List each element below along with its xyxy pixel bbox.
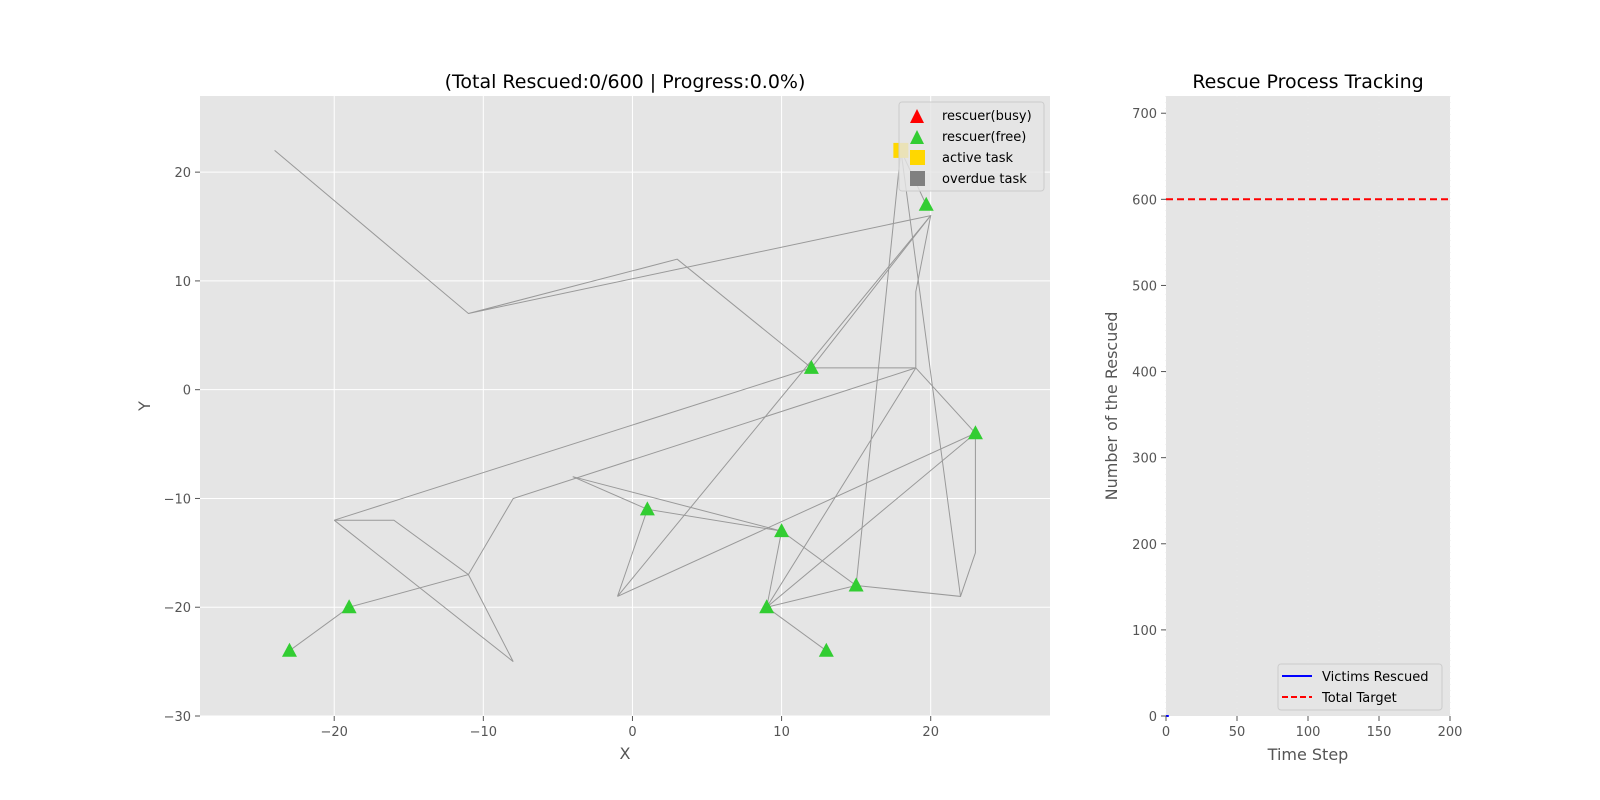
route-path — [289, 367, 916, 652]
map-title: (Total Rescued:0/600 | Progress:0.0%) — [445, 71, 806, 93]
rescuer-free-marker — [341, 599, 357, 614]
tracking-x-axis-label: Time Step — [1267, 745, 1349, 764]
rescuer-free-marker — [803, 359, 819, 374]
tracking-x-tick-label: 200 — [1438, 725, 1463, 740]
map-x-tick-label: −10 — [470, 725, 497, 740]
legend-entry-free: rescuer(free) — [910, 130, 1026, 145]
tracking-y-tick-label: 600 — [1132, 193, 1157, 208]
tracking-y-tick-label: 400 — [1132, 366, 1157, 381]
legend-label-victims-rescued: Victims Rescued — [1322, 670, 1429, 685]
map-x-tick-label: 20 — [922, 725, 939, 740]
map-y-tick-label: −30 — [164, 710, 191, 725]
legend-label-overdue: overdue task — [942, 172, 1027, 187]
tracking-y-ticks: 0 100 200 300 400 500 600 700 — [1132, 107, 1166, 725]
tracking-x-tick-label: 0 — [1162, 725, 1170, 740]
rescuer-free-marker — [759, 599, 775, 614]
map-y-tick-label: 20 — [174, 166, 191, 181]
map-legend-box — [898, 101, 1045, 192]
map-chart: −20 −10 0 10 20 −30 −20 −10 0 10 20 (Total Rescue… — [135, 71, 1050, 763]
tracking-y-tick-label: 0 — [1149, 710, 1157, 725]
tracking-x-tick-label: 100 — [1296, 725, 1321, 740]
tracking-y-tick-label: 500 — [1132, 279, 1157, 294]
tracking-x-tick-label: 150 — [1367, 725, 1392, 740]
rescuer-free-marker — [848, 577, 864, 592]
map-y-tick-label: −10 — [164, 492, 191, 507]
tracking-x-ticks: 0 50 100 150 200 — [1162, 716, 1463, 740]
tracking-grid — [1165, 96, 1451, 716]
legend-yellow-square-icon — [910, 150, 925, 165]
tracking-y-tick-label: 100 — [1132, 624, 1157, 639]
tracking-y-axis-label: Number of the Rescued — [1102, 312, 1121, 501]
tracking-legend-box — [1277, 663, 1443, 711]
map-y-ticks: −30 −20 −10 0 10 20 — [164, 166, 200, 725]
legend-green-triangle-icon — [910, 130, 924, 144]
legend-entry-overdue: overdue task — [910, 171, 1027, 187]
map-y-tick-label: −20 — [164, 601, 191, 616]
tracking-x-tick-label: 50 — [1229, 725, 1246, 740]
tracking-y-tick-label: 200 — [1132, 538, 1157, 553]
route-path — [765, 367, 977, 652]
map-y-tick-label: 10 — [174, 275, 191, 290]
map-x-tick-label: 10 — [773, 725, 790, 740]
legend-gray-square-icon — [910, 171, 925, 186]
rescuer-free-marker — [967, 425, 983, 440]
legend-label-busy: rescuer(busy) — [942, 109, 1032, 124]
legend-label-active: active task — [942, 151, 1013, 166]
map-y-axis-label: Y — [135, 401, 154, 412]
legend-label-free: rescuer(free) — [942, 130, 1026, 145]
tracking-legend: Victims Rescued Total Target — [1277, 663, 1443, 711]
rescuer-free-marker — [774, 523, 790, 538]
tracking-title: Rescue Process Tracking — [1192, 71, 1423, 93]
map-x-axis-label: X — [620, 744, 631, 763]
tracking-y-tick-label: 300 — [1132, 452, 1157, 467]
tracking-chart: 0 50 100 150 200 0 100 200 300 400 500 600 700 Resc… — [1102, 71, 1462, 764]
map-x-tick-label: 0 — [628, 725, 636, 740]
map-x-ticks: −20 −10 0 10 20 — [320, 716, 939, 740]
rescuer-free-marker — [818, 642, 834, 657]
map-y-tick-label: 0 — [183, 384, 191, 399]
route-path — [274, 150, 932, 369]
legend-entry-active: active task — [910, 150, 1013, 166]
legend-entry-busy: rescuer(busy) — [910, 109, 1032, 124]
legend-red-triangle-icon — [910, 109, 924, 123]
rescuer-free-marker — [918, 196, 934, 211]
tracking-plot-area — [1166, 96, 1450, 716]
rescuer-free-marker — [639, 501, 655, 516]
rescuer-free-marker — [281, 642, 297, 657]
map-legend: rescuer(busy) rescuer(free) active task … — [898, 101, 1045, 192]
tracking-y-tick-label: 700 — [1132, 107, 1157, 122]
legend-label-total-target: Total Target — [1321, 691, 1397, 706]
route-path — [572, 476, 648, 510]
map-x-tick-label: −20 — [320, 725, 347, 740]
